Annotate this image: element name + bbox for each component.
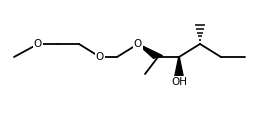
Polygon shape	[174, 57, 184, 82]
Text: O: O	[134, 39, 142, 49]
Polygon shape	[138, 44, 162, 58]
Text: O: O	[96, 52, 104, 62]
Text: OH: OH	[171, 77, 187, 87]
Text: O: O	[34, 39, 42, 49]
